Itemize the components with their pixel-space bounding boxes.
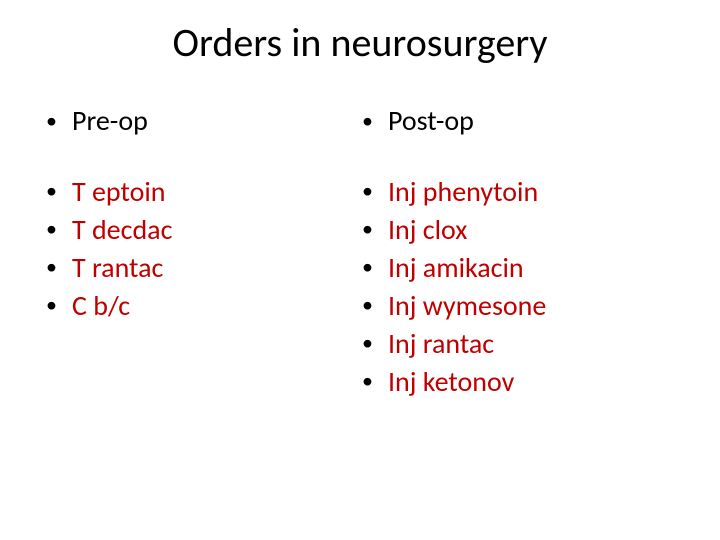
list-item-text: Inj ketonov bbox=[388, 365, 514, 399]
column-heading-left: Pre-op bbox=[72, 105, 148, 137]
bullet-icon: • bbox=[46, 251, 72, 283]
slide-title: Orders in neurosurgery bbox=[40, 18, 680, 67]
bullet-icon: • bbox=[46, 213, 72, 245]
heading-row-right: • Post-op bbox=[362, 105, 680, 137]
list-item-text: Inj amikacin bbox=[388, 251, 524, 285]
list-item: • T decdac bbox=[46, 213, 360, 247]
bullet-icon: • bbox=[46, 175, 72, 207]
column-right: • Post-op • Inj phenytoin • Inj clox • I… bbox=[360, 105, 680, 403]
list-item: • C b/c bbox=[46, 289, 360, 323]
list-item-text: Inj phenytoin bbox=[388, 175, 538, 209]
heading-row-left: • Pre-op bbox=[46, 105, 360, 137]
bullet-icon: • bbox=[362, 105, 388, 137]
bullet-icon: • bbox=[46, 289, 72, 321]
list-item-text: C b/c bbox=[72, 289, 130, 323]
list-item: • T eptoin bbox=[46, 175, 360, 209]
bullet-icon: • bbox=[46, 105, 72, 137]
list-item: • Inj phenytoin bbox=[362, 175, 680, 209]
list-item-text: T eptoin bbox=[72, 175, 166, 209]
columns: • Pre-op • T eptoin • T decdac • T ranta… bbox=[40, 105, 680, 403]
slide: Orders in neurosurgery • Pre-op • T epto… bbox=[0, 0, 720, 540]
list-item: • Inj wymesone bbox=[362, 289, 680, 323]
list-item-text: Inj wymesone bbox=[388, 289, 546, 323]
bullet-icon: • bbox=[362, 289, 388, 321]
list-item: • Inj ketonov bbox=[362, 365, 680, 399]
list-item-text: T decdac bbox=[72, 213, 172, 247]
bullet-icon: • bbox=[362, 213, 388, 245]
list-item-text: Inj rantac bbox=[388, 327, 494, 361]
list-item: • T rantac bbox=[46, 251, 360, 285]
bullet-icon: • bbox=[362, 251, 388, 283]
column-left: • Pre-op • T eptoin • T decdac • T ranta… bbox=[40, 105, 360, 403]
list-item-text: Inj clox bbox=[388, 213, 467, 247]
list-item: • Inj clox bbox=[362, 213, 680, 247]
bullet-icon: • bbox=[362, 175, 388, 207]
bullet-icon: • bbox=[362, 327, 388, 359]
list-item: • Inj rantac bbox=[362, 327, 680, 361]
bullet-icon: • bbox=[362, 365, 388, 397]
list-item-text: T rantac bbox=[72, 251, 163, 285]
column-heading-right: Post-op bbox=[388, 105, 474, 137]
list-item: • Inj amikacin bbox=[362, 251, 680, 285]
